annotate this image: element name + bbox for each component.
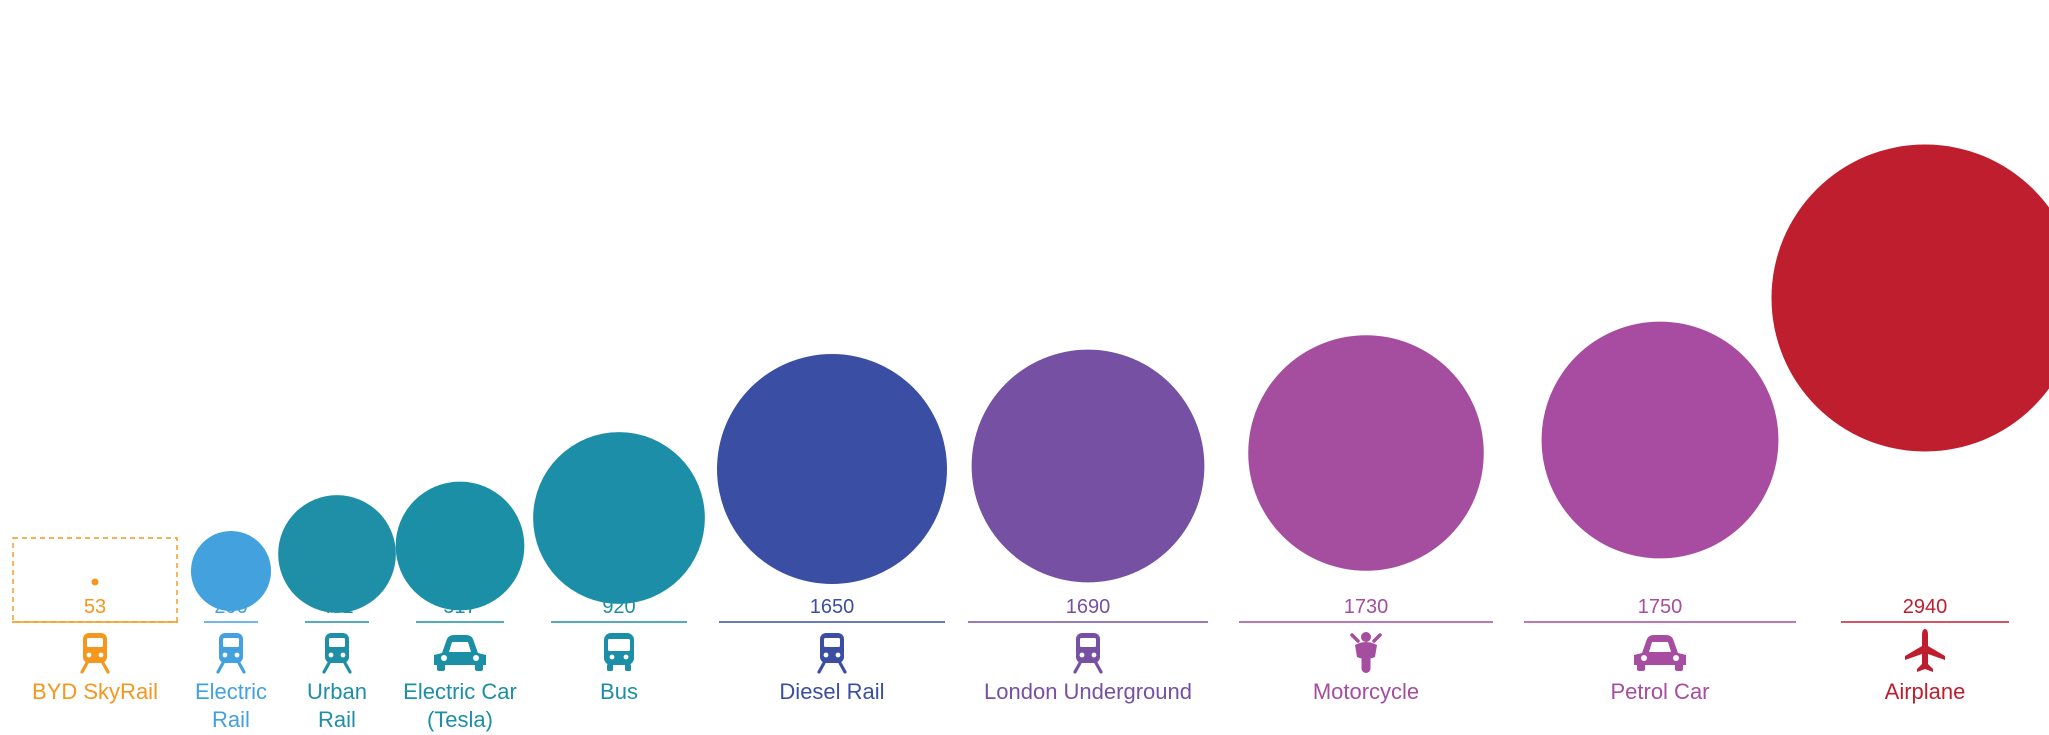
bubble [717,354,947,584]
highlight-box [12,537,178,623]
bubble [1248,335,1484,571]
category-group: 920 Bus [533,432,705,704]
value-label: 1730 [1344,596,1389,618]
bus-icon [604,633,634,671]
category-group: 2940 Airplane [1771,144,2049,704]
bubble [278,495,396,613]
car-icon [1634,635,1686,671]
category-group: 200 Electric Rail [190,530,272,732]
value-label: 1650 [810,596,855,618]
value-label: 2940 [1903,596,1948,618]
value-label: 920 [602,596,635,618]
category-group: 1690 London Underground [968,349,1208,704]
category-label: Rail [318,707,356,732]
value-label: 517 [443,596,476,618]
category-label: (Tesla) [427,707,493,732]
category-label: Bus [600,679,638,704]
category-label: BYD SkyRail [32,679,158,704]
bubble [1771,144,2049,452]
bubble [395,481,525,611]
category-group: 517 Electric Car (Tesla) [395,481,525,732]
category-label: Electric Car [403,679,517,704]
category-label: Urban [307,679,367,704]
category-label: Petrol Car [1610,679,1709,704]
category-group: 432 Urban Rail [278,495,396,732]
bubble [971,349,1205,583]
train-front-icon [322,633,352,674]
category-label: Motorcycle [1313,679,1419,704]
train-front-icon [1073,633,1103,674]
car-icon [434,635,486,671]
category-label: London Underground [984,679,1192,704]
value-label: 1690 [1066,596,1111,618]
train-front-icon [80,633,110,674]
category-group: 53 BYD SkyRail [12,537,178,704]
train-front-icon [216,633,246,674]
bubble [1541,321,1779,559]
bubble [91,578,99,586]
train-front-icon [817,633,847,674]
bubble [533,432,705,604]
category-label: Diesel Rail [779,679,884,704]
category-group: 1650 Diesel Rail [717,354,947,704]
motorcycle-icon [1350,632,1382,673]
airplane-icon [1905,629,1945,672]
value-label: 432 [320,596,353,618]
bubble [190,530,272,612]
category-label: Rail [212,707,250,732]
category-group: 1730 Motorcycle [1239,335,1493,704]
category-label: Airplane [1885,679,1966,704]
value-label: 53 [84,596,106,618]
category-group: 1750 Petrol Car [1524,321,1796,704]
value-label: 200 [214,596,247,618]
value-label: 1750 [1638,596,1683,618]
category-label: Electric [195,679,267,704]
